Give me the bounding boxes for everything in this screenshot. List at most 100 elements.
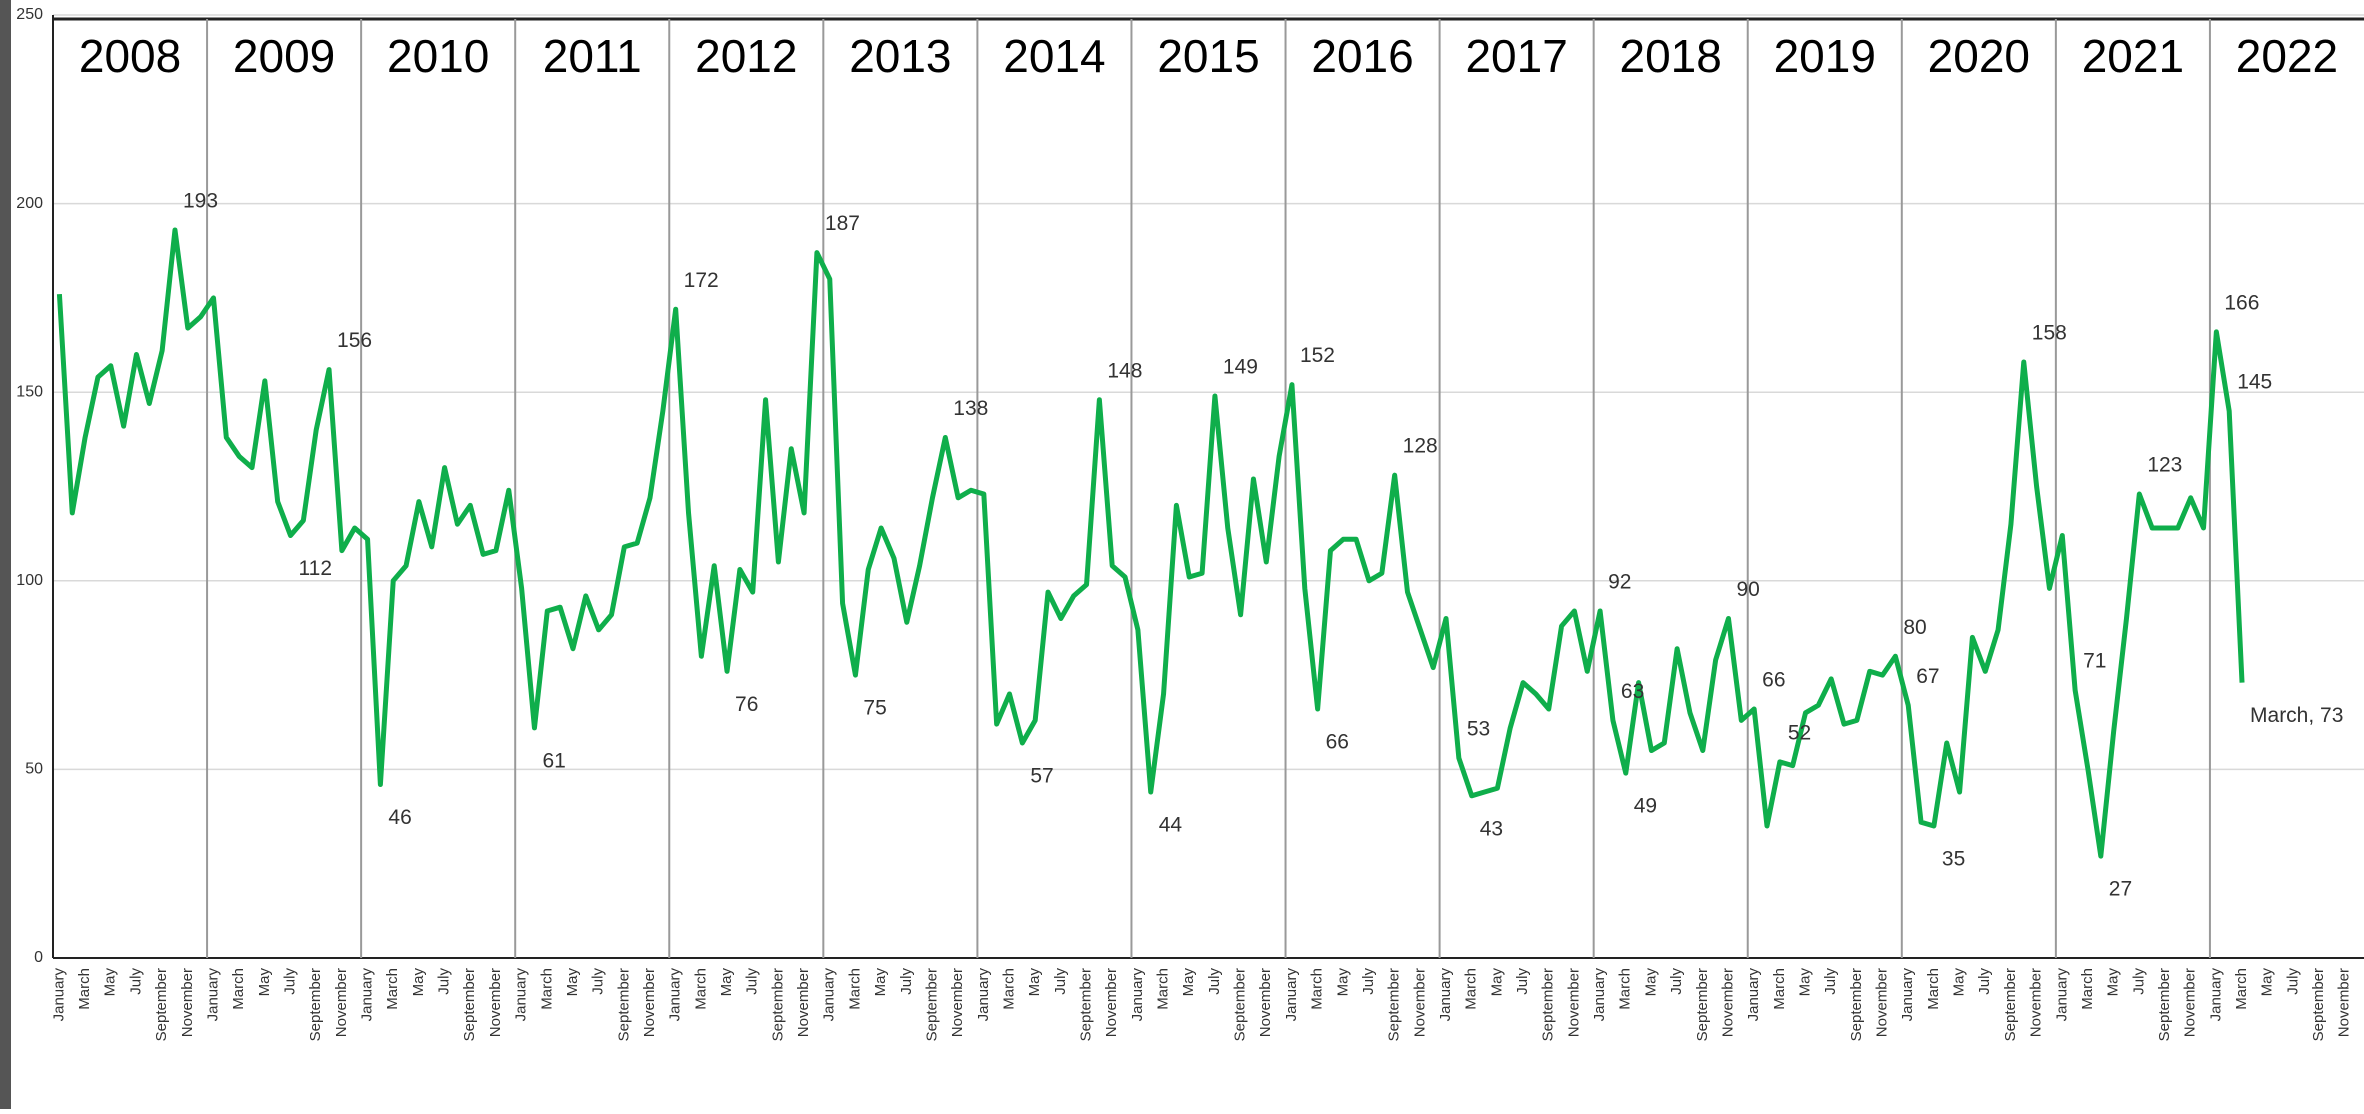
x-tick-label: January [204,968,221,1022]
data-label: 49 [1634,795,1657,818]
data-label: 67 [1916,665,1939,688]
data-line [56,227,2245,859]
data-label: 166 [2224,291,2259,314]
x-tick-label: March [1155,968,1172,1010]
x-tick-label: January [1745,968,1762,1022]
x-tick-label: November [1565,968,1582,1037]
x-tick-label: May [1180,968,1197,997]
data-label: 27 [2109,878,2132,901]
data-label: 92 [1608,571,1631,594]
data-label: 138 [953,397,988,420]
x-tick-label: July [1668,968,1685,995]
x-tick-label: September [461,968,478,1041]
x-tick-label: January [359,968,376,1022]
x-tick-label: September [2002,968,2019,1041]
data-label: 52 [1788,721,1811,744]
x-tick-label: March [1925,968,1942,1010]
data-label: 44 [1159,814,1183,837]
data-label: 61 [542,749,565,772]
x-tick-label: March [2233,968,2250,1010]
left-edge [0,0,11,1109]
year-label: 2011 [543,30,642,82]
x-tick-label: May [1334,968,1351,997]
x-tick-label: September [769,968,786,1041]
x-tick-label: March [384,968,401,1010]
x-tick-label: May [1488,968,1505,997]
year-label: 2022 [2236,30,2338,82]
year-label: 2017 [1465,30,1567,82]
x-tick-label: March [692,968,709,1010]
x-tick-label: July [1514,968,1531,995]
data-label: 57 [1030,765,1053,788]
x-tick-label: November [1257,968,1274,1037]
year-label: 2016 [1311,30,1413,82]
x-tick-label: November [1103,968,1120,1037]
y-tick-label: 50 [25,761,43,778]
x-tick-label: November [641,968,658,1037]
x-tick-label: May [2105,968,2122,997]
x-tick-label: January [1437,968,1454,1022]
y-tick-label: 0 [34,949,43,966]
x-tick-label: July [2130,968,2147,995]
x-tick-label: January [50,968,67,1022]
data-label: 193 [183,190,218,213]
x-tick-label: March [1771,968,1788,1010]
data-label: 90 [1736,578,1759,601]
x-tick-label: November [2336,968,2353,1037]
data-label: March, 73 [2250,704,2343,727]
x-tick-label: July [898,968,915,995]
x-tick-label: September [153,968,170,1041]
x-tick-label: May [872,968,889,997]
data-label: 172 [684,269,719,292]
data-label: 75 [863,697,886,720]
x-tick-label: September [307,968,324,1041]
data-label: 53 [1467,718,1490,741]
data-label: 123 [2147,454,2182,477]
data-label: 66 [1326,731,1349,754]
x-tick-label: September [1694,968,1711,1041]
x-tick-label: January [975,968,992,1022]
x-tick-label: November [487,968,504,1037]
x-tick-label: May [564,968,581,997]
x-tick-label: September [923,968,940,1041]
year-label: 2020 [1928,30,2030,82]
y-tick-label: 250 [16,6,43,23]
x-tick-label: May [1026,968,1043,997]
data-label: 66 [1762,669,1785,692]
x-tick-label: January [1591,968,1608,1022]
data-label: 128 [1403,435,1438,458]
x-tick-label: November [1719,968,1736,1037]
x-tick-label: July [2284,968,2301,995]
x-tick-label: July [1822,968,1839,995]
y-tick-label: 100 [16,572,43,589]
x-tick-label: March [1309,968,1326,1010]
x-tick-label: September [2156,968,2173,1041]
x-tick-label: September [1386,968,1403,1041]
x-tick-label: November [2028,968,2045,1037]
year-label: 2015 [1157,30,1259,82]
x-tick-label: September [1232,968,1249,1041]
x-tick-label: March [538,968,555,1010]
data-label: 46 [388,806,411,829]
x-tick-label: July [127,968,144,995]
year-label: 2008 [79,30,181,82]
x-tick-label: March [76,968,93,1010]
x-tick-label: March [1000,968,1017,1010]
data-label: 149 [1223,356,1258,379]
x-tick-label: January [513,968,530,1022]
x-tick-label: March [1617,968,1634,1010]
x-tick-label: November [949,968,966,1037]
data-label: 71 [2083,650,2106,673]
x-tick-label: March [846,968,863,1010]
x-tick-label: January [667,968,684,1022]
year-label: 2012 [695,30,797,82]
x-tick-label: July [1052,968,1069,995]
x-tick-label: May [256,968,273,997]
x-tick-label: July [744,968,761,995]
year-label: 2021 [2082,30,2184,82]
x-tick-label: November [1411,968,1428,1037]
x-tick-label: May [1951,968,1968,997]
x-tick-label: May [410,968,427,997]
x-tick-label: January [2053,968,2070,1022]
